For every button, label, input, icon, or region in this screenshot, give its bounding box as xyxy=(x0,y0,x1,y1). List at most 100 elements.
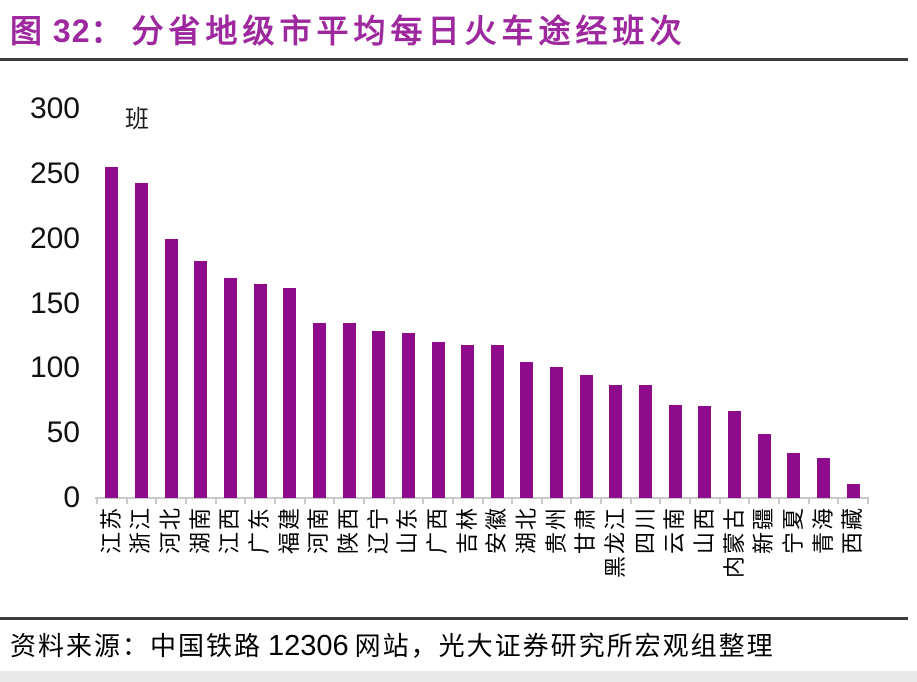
source-note: 资料来源：中国铁路 12306 网站，光大证券研究所宏观组整理 xyxy=(10,626,775,663)
x-axis-label-云南: 云南 xyxy=(660,506,690,618)
x-axis-label-text: 山东 xyxy=(395,506,421,555)
axis-tick xyxy=(540,499,543,504)
x-axis-label-text: 新疆 xyxy=(751,506,777,555)
x-axis-label-text: 江苏 xyxy=(98,506,124,555)
y-axis-tick-label: 300 xyxy=(29,92,80,125)
bar-吉林 xyxy=(461,344,475,498)
x-axis-label-河南: 河南 xyxy=(305,506,335,618)
axis-tick xyxy=(214,499,217,504)
bottom-divider xyxy=(0,617,908,620)
x-axis-label-河北: 河北 xyxy=(156,506,186,618)
axis-tick xyxy=(511,499,514,504)
x-axis-label-text: 河南 xyxy=(306,506,332,555)
axis-tick xyxy=(867,499,869,504)
axis-tick xyxy=(570,499,573,504)
x-axis-label-甘肃: 甘肃 xyxy=(571,506,601,618)
bar-安徽 xyxy=(490,344,504,498)
x-axis-label-安徽: 安徽 xyxy=(483,506,513,618)
x-axis-label-福建: 福建 xyxy=(275,506,305,618)
x-axis-label-text: 吉林 xyxy=(454,506,480,555)
x-axis-label-辽宁: 辽宁 xyxy=(364,506,394,618)
y-axis-tick-label: 100 xyxy=(29,351,80,385)
axis-tick xyxy=(184,499,187,504)
x-axis-label-text: 贵州 xyxy=(543,506,569,555)
y-axis-unit-label: 班 xyxy=(125,106,149,133)
x-axis-label-江苏: 江苏 xyxy=(97,506,127,618)
axis-tick xyxy=(481,499,484,504)
axis-tick xyxy=(333,499,336,504)
axis-tick xyxy=(778,499,781,504)
x-axis-label-text: 广东 xyxy=(247,506,273,555)
x-axis-label-新疆: 新疆 xyxy=(749,506,779,618)
x-axis-line xyxy=(95,497,869,499)
axis-tick xyxy=(422,499,425,504)
x-axis-label-text: 黑龙江 xyxy=(602,506,628,579)
bar-内蒙古 xyxy=(728,411,742,498)
bar-江西 xyxy=(223,277,237,498)
x-axis-label-广西: 广西 xyxy=(423,506,453,618)
source-prefix: 资料来源：中国铁路 xyxy=(10,632,263,661)
bar-西藏 xyxy=(846,483,860,498)
bar-新疆 xyxy=(757,434,771,498)
bar-浙江 xyxy=(134,182,148,498)
x-axis-label-text: 陕西 xyxy=(336,506,362,555)
y-axis-tick-label: 200 xyxy=(29,221,80,255)
x-axis-label-text: 青海 xyxy=(810,506,836,555)
bar-贵州 xyxy=(550,367,564,498)
x-axis-label-贵州: 贵州 xyxy=(542,506,572,618)
bar-云南 xyxy=(668,404,682,498)
axis-tick xyxy=(659,499,662,504)
axis-tick xyxy=(96,499,98,504)
axis-tick xyxy=(244,499,247,504)
x-axis-label-text: 西藏 xyxy=(840,506,866,555)
x-axis-label-text: 湖南 xyxy=(187,506,213,555)
top-divider xyxy=(0,58,908,61)
x-axis-label-江西: 江西 xyxy=(216,506,246,618)
x-axis-label-text: 辽宁 xyxy=(365,506,391,555)
bar-河北 xyxy=(164,238,178,498)
x-axis-label-text: 广西 xyxy=(425,506,451,555)
bar-湖北 xyxy=(520,361,534,498)
bar-福建 xyxy=(283,287,297,498)
bar-广东 xyxy=(253,284,267,498)
axis-tick xyxy=(748,499,751,504)
axis-tick xyxy=(392,499,395,504)
x-axis-label-湖北: 湖北 xyxy=(512,506,542,618)
y-axis-tick-label: 0 xyxy=(63,481,80,514)
x-axis-label-山西: 山西 xyxy=(690,506,720,618)
x-axis-label-text: 宁夏 xyxy=(780,506,806,555)
figure-title: 分省地级市平均每日火车途经班次 xyxy=(131,13,687,49)
bar-湖南 xyxy=(194,260,208,498)
x-axis-label-text: 四川 xyxy=(632,506,658,555)
axis-tick xyxy=(689,499,692,504)
x-axis-label-宁夏: 宁夏 xyxy=(779,506,809,618)
figure-number: 图 32： xyxy=(10,13,124,49)
axis-tick xyxy=(303,499,306,504)
x-axis-label-text: 内蒙古 xyxy=(721,506,747,579)
axis-tick xyxy=(600,499,603,504)
x-axis-label-青海: 青海 xyxy=(809,506,839,618)
axis-tick xyxy=(629,499,632,504)
x-axis-label-内蒙古: 内蒙古 xyxy=(720,506,750,618)
bar-江苏 xyxy=(105,167,119,498)
axis-tick xyxy=(837,499,840,504)
x-axis-label-黑龙江: 黑龙江 xyxy=(601,506,631,618)
figure-caption: 图 32： 分省地级市平均每日火车途经班次 xyxy=(10,6,687,52)
axis-tick xyxy=(125,499,128,504)
bar-河南 xyxy=(312,322,326,498)
x-axis-label-吉林: 吉林 xyxy=(453,506,483,618)
bar-广西 xyxy=(431,342,445,498)
bottom-strip xyxy=(0,671,917,682)
x-axis-label-浙江: 浙江 xyxy=(127,506,157,618)
bar-辽宁 xyxy=(372,330,386,498)
x-axis-label-湖南: 湖南 xyxy=(186,506,216,618)
bar-山西 xyxy=(698,405,712,498)
bar-四川 xyxy=(639,385,653,498)
y-axis-tick-label: 50 xyxy=(46,416,80,450)
x-axis-label-西藏: 西藏 xyxy=(838,506,868,618)
x-axis-label-陕西: 陕西 xyxy=(334,506,364,618)
x-axis-label-text: 福建 xyxy=(276,506,302,555)
x-axis-label-四川: 四川 xyxy=(631,506,661,618)
source-number: 12306 xyxy=(268,630,349,662)
